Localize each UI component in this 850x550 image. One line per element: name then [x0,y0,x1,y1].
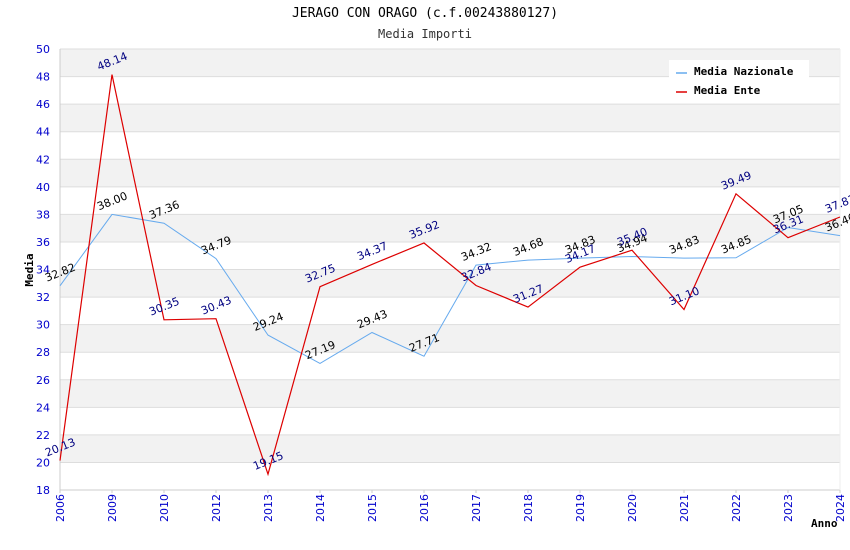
legend-box [669,60,809,102]
x-tick-label: 2016 [418,494,431,522]
series-lines [59,74,841,477]
axes [59,49,841,491]
y-tick-label: 40 [36,181,50,194]
x-tick-label: 2013 [262,494,275,522]
x-axis-label: Anno [811,517,838,530]
grid-band [60,269,840,298]
y-tick-label: 34 [36,264,50,277]
x-tick-label: 2021 [678,494,691,522]
chart-title: JERAGO CON ORAGO (c.f.00243880127) [291,6,559,21]
grid-bands [60,49,840,463]
x-tick-label: 2015 [366,494,379,522]
y-tick-label: 48 [36,71,50,84]
y-tick-label: 42 [36,153,50,166]
grid-band [60,379,840,408]
y-tick-label: 32 [36,291,50,304]
legend-label-media-nazionale: Media Nazionale [694,65,794,78]
x-tick-label: 2023 [782,494,795,522]
y-axis-ticks: 18 20 22 24 26 28 30 32 34 36 38 40 42 44 46 48 50 [36,43,50,497]
x-tick-label: 2024 [834,494,847,522]
y-axis-label: Media [23,253,36,286]
series-line-media-ente [59,74,841,477]
grid-band [60,159,840,187]
x-tick-label: 2014 [314,494,327,522]
x-tick-label: 2019 [574,494,587,522]
grid-band [60,434,840,463]
y-tick-label: 20 [36,456,50,469]
y-tick-label: 50 [36,43,50,56]
x-tick-label: 2006 [54,494,67,522]
legend: Media Nazionale Media Ente [669,60,809,102]
y-tick-label: 30 [36,319,50,332]
grid-band [60,104,840,132]
x-axis-ticks: 2006 2009 2010 2012 2013 2014 2015 2016 2017 2018… [54,490,847,522]
y-tick-label: 46 [36,98,50,111]
x-tick-label: 2010 [158,494,171,522]
series-line-media-nazionale [59,213,841,364]
data-label-media-nazionale: 38.00 [95,189,129,213]
y-tick-label: 38 [36,208,50,221]
y-tick-label: 26 [36,374,50,387]
grid-band [60,214,840,242]
x-tick-label: 2009 [106,494,119,522]
y-tick-label: 28 [36,346,50,359]
legend-label-media-ente: Media Ente [694,84,761,97]
x-tick-label: 2017 [470,494,483,522]
x-tick-label: 2022 [730,494,743,522]
y-tick-label: 24 [36,401,50,414]
grid-lines [60,48,840,491]
x-tick-label: 2020 [626,494,639,522]
y-tick-label: 22 [36,429,50,442]
x-tick-label: 2018 [522,494,535,522]
grid-band [60,324,840,353]
chart-subtitle: Media Importi [378,27,472,41]
x-tick-label: 2012 [210,494,223,522]
y-tick-label: 18 [36,484,50,497]
data-label-media-ente: 30.35 [147,295,181,319]
y-tick-label: 44 [36,126,50,139]
y-tick-label: 36 [36,236,50,249]
